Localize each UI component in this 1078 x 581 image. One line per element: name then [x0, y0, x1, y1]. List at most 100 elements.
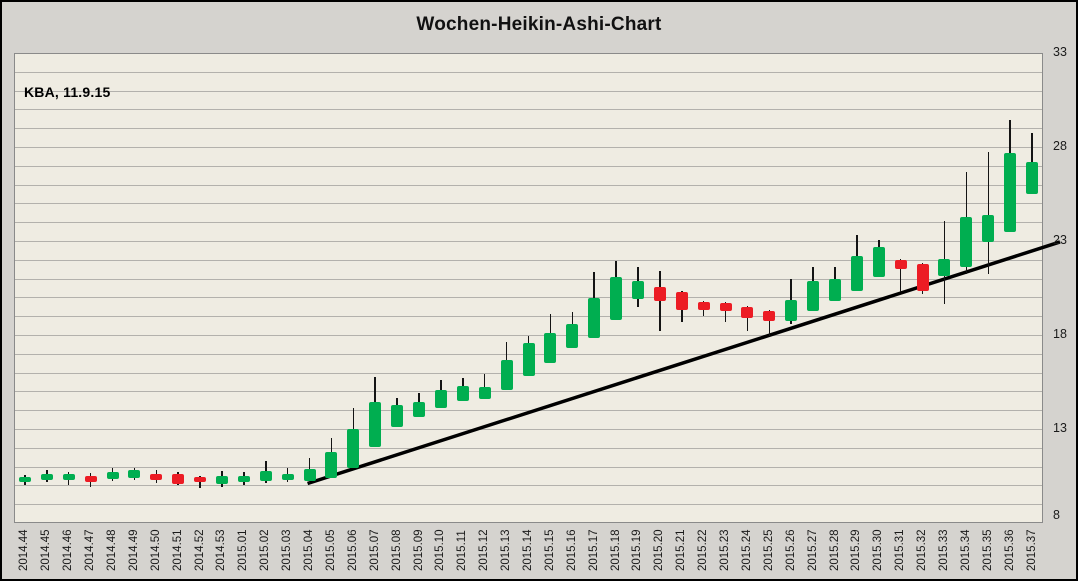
candle-body — [960, 216, 973, 268]
x-tick-label: 2015.24 — [740, 529, 753, 571]
candle-body — [785, 300, 798, 321]
y-tick-label: 8 — [1053, 508, 1060, 522]
candle-body — [982, 214, 995, 242]
candle-body — [741, 306, 754, 319]
gridline — [15, 203, 1042, 205]
candle-body — [872, 246, 885, 277]
candle-body — [62, 474, 75, 480]
candle-body — [18, 476, 31, 482]
candle-body — [237, 476, 250, 482]
candle-body — [391, 404, 404, 428]
x-tick-label: 2015.31 — [894, 529, 907, 571]
x-tick-label: 2014.50 — [149, 529, 162, 571]
x-tick-label: 2015.25 — [762, 529, 775, 571]
candle-body — [40, 474, 53, 480]
candle-body — [631, 281, 644, 300]
gridline — [15, 485, 1042, 487]
x-tick-label: 2014.51 — [171, 529, 184, 571]
x-tick-label: 2015.14 — [522, 529, 534, 571]
x-tick-label: 2015.18 — [609, 529, 622, 571]
candle-body — [281, 474, 294, 480]
candle-body — [434, 390, 447, 409]
x-tick-label: 2015.13 — [500, 529, 513, 571]
gridline — [15, 222, 1042, 224]
x-tick-label: 2014.52 — [193, 529, 206, 571]
candle-body — [697, 302, 710, 310]
x-tick-label: 2015.01 — [237, 529, 250, 571]
x-tick-label: 2015.04 — [303, 529, 316, 571]
gridline — [15, 147, 1042, 148]
candle-body — [1004, 152, 1017, 232]
y-tick-label: 23 — [1053, 233, 1067, 247]
candle-body — [456, 385, 469, 401]
y-tick-label: 28 — [1053, 139, 1067, 153]
gridline — [15, 71, 1042, 73]
x-tick-label: 2014.49 — [127, 529, 140, 571]
candle-body — [544, 333, 557, 364]
x-tick-label: 2015.34 — [959, 529, 972, 571]
x-tick-label: 2014.48 — [106, 529, 119, 571]
y-tick-label: 33 — [1053, 45, 1067, 59]
gridline — [15, 184, 1042, 186]
gridline — [15, 165, 1042, 167]
candle-body — [938, 258, 951, 276]
candle-body — [172, 474, 185, 484]
candle-body — [325, 451, 338, 478]
x-tick-label: 2014.46 — [62, 529, 75, 571]
candle-body — [894, 259, 907, 270]
x-tick-label: 2015.30 — [872, 529, 885, 571]
x-tick-label: 2015.15 — [543, 529, 556, 571]
gridline — [15, 90, 1042, 92]
candle-body — [259, 471, 272, 481]
x-tick-label: 2015.08 — [390, 529, 403, 571]
x-tick-label: 2015.33 — [937, 529, 950, 571]
candle-body — [215, 476, 228, 484]
x-tick-label: 2015.02 — [259, 529, 272, 571]
candle-body — [478, 386, 491, 399]
x-tick-label: 2015.06 — [346, 529, 359, 571]
x-tick-label: 2014.45 — [40, 529, 53, 571]
x-tick-label: 2015.36 — [1003, 529, 1016, 571]
x-tick-label: 2014.44 — [18, 529, 31, 571]
x-tick-label: 2015.20 — [653, 529, 666, 571]
x-tick-label: 2015.32 — [916, 529, 929, 571]
gridline — [15, 128, 1042, 130]
candle-body — [829, 278, 841, 302]
candle-body — [850, 256, 863, 291]
candle-body — [610, 276, 623, 320]
x-tick-label: 2015.28 — [828, 529, 841, 571]
candle-body — [675, 291, 688, 310]
candle-body — [303, 469, 316, 481]
candle-body — [719, 303, 732, 312]
candle-body — [84, 476, 97, 482]
x-tick-label: 2015.16 — [565, 529, 578, 571]
gridline — [15, 109, 1042, 111]
candle-body — [588, 298, 601, 338]
candle-wick — [659, 271, 661, 332]
x-tick-label: 2015.22 — [697, 529, 710, 571]
candle-body — [522, 343, 535, 377]
chart-title: Wochen-Heikin-Ashi-Chart — [416, 14, 662, 35]
candle-wick — [987, 151, 990, 274]
candle-body — [150, 474, 163, 480]
x-tick-label: 2015.23 — [719, 529, 732, 571]
x-tick-label: 2015.07 — [368, 529, 381, 571]
x-tick-label: 2014.47 — [84, 529, 97, 571]
x-tick-label: 2015.11 — [456, 530, 469, 571]
y-tick-label: 18 — [1053, 327, 1067, 341]
candle-body — [807, 281, 820, 311]
candle-wick — [199, 476, 201, 489]
x-tick-label: 2015.17 — [587, 529, 600, 571]
candle-body — [916, 263, 929, 291]
x-tick-label: 2015.10 — [434, 529, 447, 571]
series-label: KBA, 11.9.15 — [24, 84, 111, 100]
x-tick-label: 2015.35 — [981, 529, 994, 571]
candle-body — [763, 310, 776, 321]
candle-body — [347, 429, 360, 468]
x-tick-label: 2015.03 — [281, 529, 294, 571]
x-tick-label: 2015.09 — [412, 529, 425, 571]
gridline — [15, 504, 1042, 506]
candle-body — [194, 476, 207, 482]
